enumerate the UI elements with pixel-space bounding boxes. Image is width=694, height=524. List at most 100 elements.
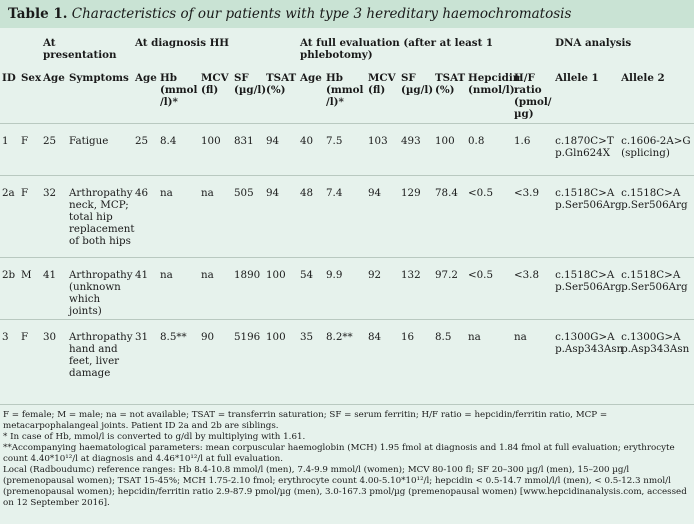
cell: 1890 bbox=[234, 269, 261, 281]
cell: na bbox=[468, 331, 481, 343]
col-header: Age bbox=[300, 72, 322, 84]
col-header: Age bbox=[43, 72, 65, 84]
cell: 8.4 bbox=[160, 135, 177, 147]
cell: c.1518C>A p.Ser506Arg bbox=[621, 269, 688, 293]
cell: <3.8 bbox=[514, 269, 540, 281]
cell: 100 bbox=[435, 135, 455, 147]
col-header: Hepcidin (nmol/l) bbox=[468, 72, 521, 96]
cell: 92 bbox=[368, 269, 382, 281]
cell: 78.4 bbox=[435, 187, 458, 199]
cell: c.1870C>T p.Gln624X bbox=[555, 135, 614, 159]
cell: 84 bbox=[368, 331, 382, 343]
cell: 41 bbox=[43, 269, 57, 281]
cell: c.1518C>A p.Ser506Arg bbox=[555, 269, 622, 293]
cell: c.1300G>A p.Asp343Asn bbox=[621, 331, 690, 355]
col-header: Allele 2 bbox=[621, 72, 665, 84]
characteristics-table: At presentation At diagnosis HH At full … bbox=[0, 36, 694, 391]
table-row: 1 F 25 Fatigue 25 8.4 100 831 94 40 7.5 103 493 100 0.… bbox=[0, 124, 694, 176]
cell: Arthropathy (unknown which joints) bbox=[69, 269, 133, 317]
cell: 54 bbox=[300, 269, 314, 281]
table-row: 2b M 41 Arthropathy (unknown which joints) 4… bbox=[0, 258, 694, 320]
table-row: 2a F 32 Arthropathy neck, MCP; total hip re… bbox=[0, 176, 694, 258]
cell: 31 bbox=[135, 331, 149, 343]
cell: 25 bbox=[43, 135, 57, 147]
col-header: Hb (mmol /l)* bbox=[326, 72, 364, 108]
table-number: Table 1. bbox=[8, 6, 68, 22]
cell: 7.4 bbox=[326, 187, 343, 199]
cell: 46 bbox=[135, 187, 149, 199]
group-dna: DNA analysis bbox=[555, 37, 632, 49]
col-header: Sex bbox=[21, 72, 42, 84]
cell: c.1518C>A p.Ser506Arg bbox=[555, 187, 622, 211]
table-caption: Characteristics of our patients with typ… bbox=[71, 6, 572, 22]
cell: 100 bbox=[266, 269, 286, 281]
cell: c.1518C>A p.Ser506Arg bbox=[621, 187, 688, 211]
cell: 100 bbox=[201, 135, 221, 147]
cell: 7.5 bbox=[326, 135, 343, 147]
col-header: SF (µg/l) bbox=[234, 72, 267, 96]
cell: 97.2 bbox=[435, 269, 458, 281]
col-header: Hb (mmol /l)* bbox=[160, 72, 198, 108]
cell: 8.2** bbox=[326, 331, 353, 343]
cell: 30 bbox=[43, 331, 57, 343]
cell: M bbox=[21, 269, 32, 281]
cell: 2a bbox=[2, 187, 15, 199]
cell: Arthropathy neck, MCP; total hip replace… bbox=[69, 187, 135, 247]
cell: 9.9 bbox=[326, 269, 343, 281]
table-row: 3 F 30 Arthropathy hand and feet, liver dam… bbox=[0, 320, 694, 392]
cell: 505 bbox=[234, 187, 254, 199]
cell: <0.5 bbox=[468, 269, 494, 281]
cell: 129 bbox=[401, 187, 421, 199]
cell: 8.5 bbox=[435, 331, 452, 343]
cell: 5196 bbox=[234, 331, 261, 343]
table-footnotes: F = female; M = male; na = not available… bbox=[3, 410, 691, 509]
cell: 41 bbox=[135, 269, 149, 281]
cell: c.1606-2A>G (splicing) bbox=[621, 135, 691, 159]
cell: 2b bbox=[2, 269, 16, 281]
cell: 1.6 bbox=[514, 135, 531, 147]
cell: 1 bbox=[2, 135, 9, 147]
table-title: Table 1. Characteristics of our patients… bbox=[0, 0, 694, 28]
col-header: TSAT (%) bbox=[266, 72, 297, 96]
cell: 48 bbox=[300, 187, 314, 199]
footnote-haematological: **Accompanying haematological parameters… bbox=[3, 443, 675, 464]
cell: 94 bbox=[266, 135, 280, 147]
cell: c.1300G>A p.Asp343Asn bbox=[555, 331, 624, 355]
cell: 94 bbox=[368, 187, 382, 199]
cell: 40 bbox=[300, 135, 314, 147]
cell: 32 bbox=[43, 187, 57, 199]
cell: na bbox=[514, 331, 527, 343]
cell: 25 bbox=[135, 135, 149, 147]
col-header: Age bbox=[135, 72, 157, 84]
table-bottom-rule bbox=[0, 404, 694, 405]
cell: F bbox=[21, 187, 29, 199]
cell: 103 bbox=[368, 135, 388, 147]
cell: 8.5** bbox=[160, 331, 187, 343]
cell: 90 bbox=[201, 331, 215, 343]
cell: 35 bbox=[300, 331, 314, 343]
col-header: ID bbox=[2, 72, 16, 84]
group-diagnosis: At diagnosis HH bbox=[135, 37, 230, 49]
col-header: Symptoms bbox=[69, 72, 129, 84]
footnote-reference-ranges: Local (Radboudumc) reference ranges: Hb … bbox=[3, 465, 687, 508]
column-header-row: ID Sex Age Symptoms Age Hb (mmol /l)* MC… bbox=[0, 61, 694, 124]
col-header: TSAT (%) bbox=[435, 72, 466, 96]
cell: 132 bbox=[401, 269, 421, 281]
cell: 831 bbox=[234, 135, 254, 147]
footnote-abbreviations: F = female; M = male; na = not available… bbox=[3, 410, 608, 431]
cell: F bbox=[21, 135, 29, 147]
cell: na bbox=[201, 269, 214, 281]
group-header-row: At presentation At diagnosis HH At full … bbox=[0, 36, 694, 61]
col-header: H/F ratio (pmol/ µg) bbox=[514, 72, 552, 120]
cell: 3 bbox=[2, 331, 9, 343]
cell: <3.9 bbox=[514, 187, 540, 199]
cell: na bbox=[160, 269, 173, 281]
footnote-hb-conversion: * In case of Hb, mmol/l is converted to … bbox=[3, 432, 306, 442]
cell: F bbox=[21, 331, 29, 343]
cell: 100 bbox=[266, 331, 286, 343]
group-presentation: At presentation bbox=[43, 37, 117, 61]
cell: 0.8 bbox=[468, 135, 485, 147]
col-header: Allele 1 bbox=[555, 72, 599, 84]
col-header: SF (µg/l) bbox=[401, 72, 434, 96]
cell: Fatigue bbox=[69, 135, 109, 147]
